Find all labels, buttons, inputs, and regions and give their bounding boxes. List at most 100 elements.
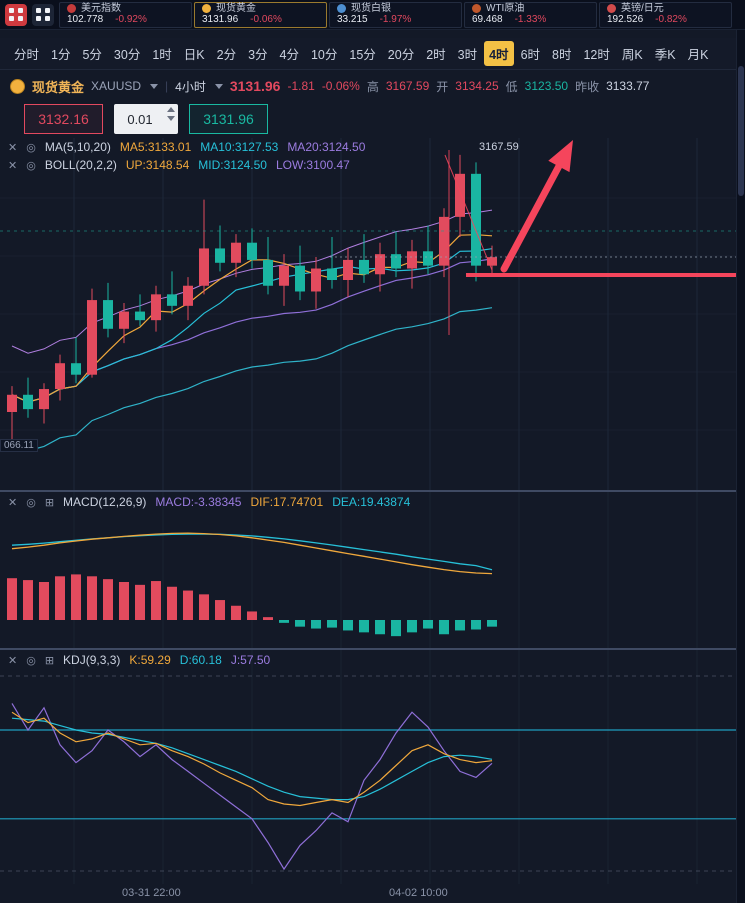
period-selector[interactable]: 4小时 [175, 79, 206, 94]
settings-icon[interactable]: ◎ [26, 141, 36, 154]
order-bar: 3132.16 0.01 3131.96 [24, 104, 268, 134]
ticker-name: WTI原油 [486, 3, 525, 14]
timeframe-tab[interactable]: 分时 [14, 48, 40, 62]
timeframe-tab[interactable]: 2分 [216, 48, 237, 62]
low-value: 3123.50 [524, 79, 569, 93]
ticker-name: 美元指数 [81, 3, 121, 14]
timeframe-tab[interactable]: 6时 [520, 48, 541, 62]
kdj-panel: ✕ ◎ ⊞ KDJ(9,3,3) K:59.29 D:60.18 J:57.50 [0, 648, 745, 884]
apps-menu-icon[interactable] [32, 3, 54, 26]
boll-low-value: LOW:3100.47 [275, 158, 350, 172]
ticker-cell[interactable]: 现货黄金 3131.96 -0.06% [194, 1, 327, 28]
ticker-list: 美元指数 102.778 -0.92% 现货黄金 3131.96 -0.06% 现货白银 33… [58, 0, 733, 29]
timeframe-bar: 分时 1分 5分 30分 1时 日K 2分 3分 4分 10分 15分 20分 2时 3时 4时 6时 8时 12… [0, 38, 736, 70]
timeframe-tab[interactable]: 日K [183, 48, 205, 62]
boll-mid-value: MID:3124.50 [198, 158, 267, 172]
expand-icon[interactable]: ⊞ [44, 496, 55, 509]
qty-increase-button[interactable] [167, 107, 175, 112]
timeframe-tab[interactable]: 1时 [152, 48, 172, 62]
ticker-icon [337, 4, 346, 13]
ticker-value: 102.778 [67, 14, 104, 25]
app-logo[interactable] [5, 3, 27, 26]
last-price: 3131.96 [229, 78, 281, 94]
ticker-icon [67, 4, 76, 13]
expand-icon[interactable]: ⊞ [44, 654, 55, 667]
timeframe-tab[interactable]: 5分 [82, 48, 102, 62]
d-value: D:60.18 [179, 653, 222, 667]
ticker-name: 现货黄金 [216, 3, 256, 14]
boll-legend: ✕ ◎ BOLL(20,2,2) UP:3148.54 MID:3124.50 … [8, 158, 350, 172]
timeframe-tab[interactable]: 周K [621, 48, 643, 62]
ticker-icon [202, 4, 211, 13]
chevron-down-icon[interactable] [150, 83, 159, 89]
scrollbar[interactable] [736, 30, 745, 903]
macd-chart[interactable] [0, 492, 745, 648]
instrument-name[interactable]: 现货黄金 [32, 79, 85, 95]
sell-price-button[interactable]: 3132.16 [24, 104, 103, 134]
macd-legend: ✕ ◎ ⊞ MACD(12,26,9) MACD:-3.38345 DIF:17… [8, 495, 410, 509]
timeframe-tab[interactable]: 4时 [484, 41, 514, 66]
ticker-icon [607, 4, 616, 13]
settings-icon[interactable]: ◎ [26, 496, 36, 509]
boll-title: BOLL(20,2,2) [44, 158, 117, 172]
close-icon[interactable]: ✕ [8, 159, 18, 172]
price-change: -1.81 [287, 79, 315, 93]
ticker-change: -0.92% [115, 14, 147, 25]
ticker-value: 69.468 [472, 14, 503, 25]
close-icon[interactable]: ✕ [8, 496, 18, 509]
ticker-cell[interactable]: 英镑/日元 192.526 -0.82% [599, 1, 732, 28]
timeframe-tab[interactable]: 月K [687, 48, 709, 62]
timeframe-tab[interactable]: 3分 [248, 48, 268, 62]
timeframe-tab[interactable]: 1分 [51, 48, 71, 62]
axis-label: 04-02 10:00 [389, 887, 448, 899]
low-label: 低 [505, 79, 518, 94]
price-change-pct: -0.06% [321, 79, 360, 93]
timeframe-tab[interactable]: 30分 [113, 48, 141, 62]
ticker-cell[interactable]: 现货白银 33.215 -1.97% [329, 1, 462, 28]
ticker-name: 现货白银 [351, 3, 391, 14]
k-value: K:59.29 [129, 653, 171, 667]
ticker-change: -1.97% [379, 14, 412, 25]
timeframe-tab[interactable]: 8时 [552, 48, 572, 62]
ma20-value: MA20:3124.50 [287, 140, 366, 154]
kdj-legend: ✕ ◎ ⊞ KDJ(9,3,3) K:59.29 D:60.18 J:57.50 [8, 653, 270, 667]
timeframe-tab[interactable]: 季K [654, 48, 676, 62]
kdj-title: KDJ(9,3,3) [63, 653, 121, 667]
settings-icon[interactable]: ◎ [26, 654, 36, 667]
ticker-cell[interactable]: WTI原油 69.468 -1.33% [464, 1, 597, 28]
timeframe-tab[interactable]: 3时 [457, 48, 478, 62]
main-chart-panel: ✕ ◎ MA(5,10,20) MA5:3133.01 MA10:3127.53… [0, 138, 745, 490]
instrument-bar: 现货黄金 XAUUSD | 4小时 3131.96 -1.81 -0.06% 高… [0, 70, 736, 102]
prev-close-label: 昨收 [575, 79, 600, 94]
close-icon[interactable]: ✕ [8, 654, 18, 667]
instrument-symbol[interactable]: XAUUSD [91, 79, 142, 93]
timeframe-tab[interactable]: 2时 [426, 48, 446, 62]
macd-title: MACD(12,26,9) [63, 495, 147, 509]
timeframe-tab[interactable]: 20分 [387, 48, 415, 62]
timeframe-tab[interactable]: 15分 [349, 48, 376, 62]
quantity-steppers [167, 107, 175, 121]
ticker-cell[interactable]: 美元指数 102.778 -0.92% [59, 1, 192, 28]
dea-value: DEA:19.43874 [332, 495, 411, 509]
timeframe-tab[interactable]: 10分 [310, 48, 338, 62]
scrollbar-handle[interactable] [738, 66, 744, 196]
qty-decrease-button[interactable] [167, 116, 175, 121]
timeframe-tab[interactable]: 4分 [279, 48, 299, 62]
settings-icon[interactable]: ◎ [26, 159, 36, 172]
ticker-value: 3131.96 [202, 14, 239, 25]
boll-up-value: UP:3148.54 [125, 158, 190, 172]
ma10-value: MA10:3127.53 [200, 140, 279, 154]
axis-label: 03-31 22:00 [122, 887, 181, 899]
candlestick-chart[interactable] [0, 138, 745, 490]
timeframe-tab[interactable]: 12时 [583, 48, 610, 62]
ticker-value: 33.215 [337, 14, 368, 25]
open-value: 3134.25 [455, 79, 499, 93]
high-value: 3167.59 [385, 79, 430, 93]
chevron-down-icon[interactable] [214, 83, 223, 89]
quantity-stepper[interactable]: 0.01 [114, 104, 178, 134]
buy-price-button[interactable]: 3131.96 [189, 104, 268, 134]
close-icon[interactable]: ✕ [8, 141, 18, 154]
ticker-icon [472, 4, 481, 13]
kdj-chart[interactable] [0, 650, 745, 884]
quantity-value: 0.01 [127, 111, 153, 127]
